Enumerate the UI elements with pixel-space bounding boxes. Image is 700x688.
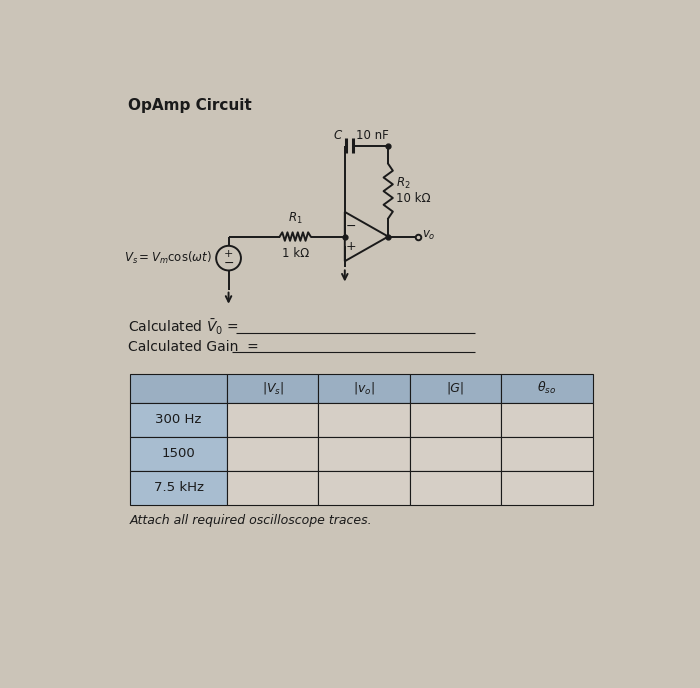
Bar (227, 403, 318, 437)
Bar (410, 403, 501, 437)
Text: 300 Hz: 300 Hz (155, 413, 202, 427)
Bar (501, 437, 593, 471)
Text: +: + (346, 240, 356, 253)
Text: $R_1$: $R_1$ (288, 211, 302, 226)
Text: |$v_o$|: |$v_o$| (354, 380, 375, 396)
Text: Calculated $\bar{V}_0$ =: Calculated $\bar{V}_0$ = (128, 318, 239, 337)
Bar (227, 437, 318, 471)
Text: $R_2$: $R_2$ (396, 176, 411, 191)
Text: 1500: 1500 (162, 447, 195, 460)
Bar (501, 374, 593, 403)
Text: 10 nF: 10 nF (356, 129, 389, 142)
Bar (130, 403, 227, 437)
Text: 1 kΩ: 1 kΩ (281, 248, 309, 260)
Bar (227, 471, 318, 504)
Bar (227, 374, 318, 403)
Text: |$V_s$|: |$V_s$| (262, 380, 284, 396)
Text: 7.5 kHz: 7.5 kHz (153, 481, 204, 494)
Text: +: + (224, 249, 233, 259)
Bar (410, 471, 501, 504)
Bar (410, 374, 501, 403)
Text: 10 kΩ: 10 kΩ (396, 193, 430, 205)
Bar (318, 437, 410, 471)
Text: C: C (333, 129, 342, 142)
Bar (318, 374, 410, 403)
Bar (318, 403, 410, 437)
Text: $V_s = V_m \cos(\omega t)$: $V_s = V_m \cos(\omega t)$ (124, 250, 211, 266)
Bar (501, 403, 593, 437)
Text: $v_o$: $v_o$ (421, 228, 435, 241)
Bar (130, 437, 227, 471)
Bar (410, 437, 501, 471)
Text: |G|: |G| (447, 382, 465, 395)
Bar (501, 471, 593, 504)
Bar (130, 374, 227, 403)
Bar (318, 471, 410, 504)
Text: Calculated Gain  =: Calculated Gain = (128, 340, 258, 354)
Bar (130, 471, 227, 504)
Text: $\theta_{so}$: $\theta_{so}$ (538, 380, 556, 396)
Text: −: − (346, 220, 356, 233)
Text: −: − (223, 257, 234, 270)
Text: Attach all required oscilloscope traces.: Attach all required oscilloscope traces. (130, 514, 372, 527)
Text: OpAmp Circuit: OpAmp Circuit (128, 98, 251, 113)
